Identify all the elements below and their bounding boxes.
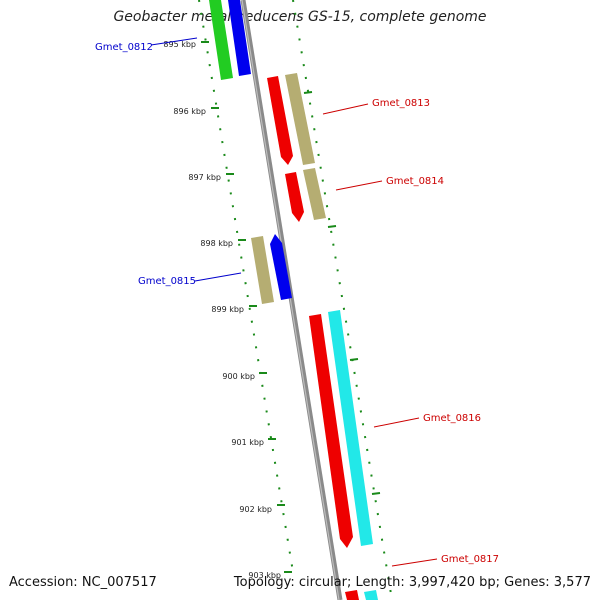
tick-label: 902 kbp: [239, 505, 272, 514]
gene-label: Gmet_0817: [441, 554, 499, 565]
gene-gmet-0817[interactable]: Gmet_0817: [345, 554, 499, 600]
gene-label: Gmet_0815: [138, 276, 196, 287]
gene-gmet-0816[interactable]: Gmet_0816: [309, 310, 481, 548]
cds-block: [328, 310, 373, 546]
gene-label: Gmet_0813: [372, 98, 430, 109]
tick-label: 900 kbp: [222, 372, 255, 381]
gene-arrow-reverse: [228, 0, 251, 76]
gene-label-leader: [194, 272, 242, 282]
accession-info: Accession: NC_007517: [9, 575, 157, 590]
gene-gmet-0815[interactable]: Gmet_0815: [138, 234, 292, 304]
outer-tick-mark: [303, 91, 313, 94]
tick-label: 896 kbp: [173, 107, 206, 116]
gene-arrow-forward: [345, 590, 359, 600]
gene-gmet-0814[interactable]: Gmet_0814: [285, 168, 444, 222]
outer-tick-marks: [303, 91, 381, 495]
kbp-scale: 895 kbp 896 kbp 897 kbp 898 kbp 899 kbp …: [163, 40, 292, 580]
gene-gmet-0813[interactable]: Gmet_0813: [267, 73, 430, 165]
outer-tick-mark: [327, 225, 337, 228]
tick-label: 898 kbp: [200, 239, 233, 248]
outer-tick-mark: [371, 492, 381, 495]
gene-label: Gmet_0816: [423, 413, 481, 424]
gene-arrow-forward: [309, 314, 353, 548]
tick-label: 897 kbp: [188, 173, 221, 182]
genome-summary: Topology: circular; Length: 3,997,420 bp…: [233, 575, 591, 590]
outer-tick-mark: [349, 358, 359, 361]
backbone-highlight: [241, 0, 340, 600]
gene-arrow-reverse: [270, 234, 292, 300]
genome-backbone: [240, 0, 343, 600]
cds-block: [209, 0, 233, 80]
cds-block: [364, 590, 378, 600]
gene-label-leader: [322, 103, 369, 115]
gene-label-leader: [391, 558, 438, 567]
cds-block: [251, 236, 274, 304]
map-title: Geobacter metallireducens GS-15, complet…: [113, 9, 487, 25]
cds-block: [285, 73, 315, 165]
gene-arrow-forward: [285, 172, 304, 222]
tick-label: 899 kbp: [211, 305, 244, 314]
gene-label: Gmet_0814: [386, 176, 444, 187]
gene-arrow-forward: [267, 76, 293, 165]
gene-label-leader: [150, 37, 198, 46]
gene-label-leader: [373, 417, 420, 428]
tick-label: 903 kbp: [248, 571, 281, 580]
gene-gmet-0812[interactable]: Gmet_0812: [95, 0, 251, 80]
gene-label-leader: [335, 180, 383, 191]
tick-label: 901 kbp: [231, 438, 264, 447]
tick-label: 895 kbp: [163, 40, 196, 49]
gene-label: Gmet_0812: [95, 42, 153, 53]
cds-block: [303, 168, 326, 220]
